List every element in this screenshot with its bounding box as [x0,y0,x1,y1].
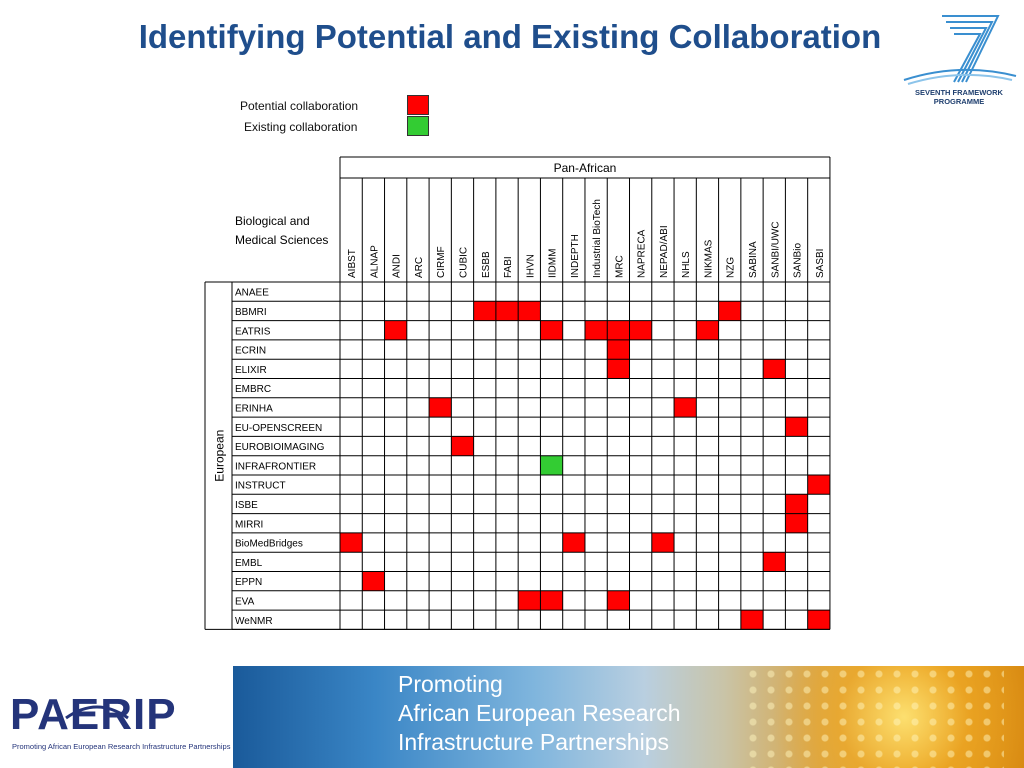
footer-line-3: Infrastructure Partnerships [398,729,670,755]
footer-line-1: Promoting [398,671,503,697]
potential-collaboration-cell [540,590,563,611]
paerip-logo-tagline: Promoting African European Research Infr… [12,742,231,751]
column-header: ALNAP [369,245,380,278]
column-header: MRC [614,255,625,278]
row-label: BBMRI [235,307,267,318]
row-label: EMBL [235,558,263,569]
row-label: EVA [235,596,255,607]
column-header: NZG [726,257,737,278]
row-label: ELIXIR [235,365,267,376]
column-header: NHLS [681,251,692,278]
potential-collaboration-cell [785,494,808,514]
potential-collaboration-cell [807,610,830,630]
corner-label-line1: Biological and [235,214,310,228]
potential-collaboration-cell [607,359,630,379]
row-label: EATRIS [235,326,271,337]
footer-dots-pattern [744,666,1004,768]
potential-collaboration-cell [562,532,585,553]
potential-collaboration-cell [340,532,363,553]
row-group-label: European [213,430,227,482]
potential-collaboration-cell [785,513,808,533]
row-label: ERINHA [235,403,273,414]
footer-line-2: African European Research [398,700,681,726]
potential-collaboration-cell [429,397,452,418]
column-header: SABINA [748,241,759,278]
potential-collaboration-cell [518,590,541,611]
potential-collaboration-cell [629,320,652,340]
existing-collaboration-cell [540,455,563,475]
column-header: CUBIC [458,247,469,278]
column-header: ESBB [481,251,492,278]
potential-collaboration-cell [584,320,608,340]
fp7-text-line1: SEVENTH FRAMEWORK [915,88,1003,97]
column-header: CIRMF [436,246,447,278]
column-header: INDEPTH [570,234,581,278]
row-label: WeNMR [235,616,273,627]
potential-collaboration-cell [607,590,630,611]
legend-potential-swatch [407,95,429,115]
row-label: EPPN [235,577,262,588]
footer-banner [233,666,1024,768]
column-header: NEPAD/ABI [659,225,670,278]
row-label: ANAEE [235,288,269,299]
column-header: SASBI [815,249,826,278]
potential-collaboration-cell [740,610,764,630]
fp7-text-line2: PROGRAMME [933,97,985,106]
column-header: IHVN [525,254,536,278]
potential-collaboration-cell [473,301,496,321]
column-header: Industrial BioTech [592,199,603,278]
potential-collaboration-cell [696,320,719,340]
potential-collaboration-cell [807,475,830,495]
potential-collaboration-cell [674,397,697,418]
row-label: EUROBIOIMAGING [235,442,325,453]
legend-existing-swatch [407,116,429,136]
row-label: ECRIN [235,346,266,357]
potential-collaboration-cell [718,301,741,321]
paerip-logo: PAERIP Promoting African European Resear… [10,690,230,760]
row-label: ISBE [235,500,258,511]
column-header: NIKMAS [703,239,714,278]
collaboration-matrix: Pan-African European Biological and Medical… [204,156,831,630]
potential-collaboration-cell [540,320,563,340]
row-label: BioMedBridges [235,539,303,550]
column-header: FABI [503,256,514,278]
potential-collaboration-cell [763,552,786,572]
row-label: INSTRUCT [235,481,286,492]
corner-label-line2: Medical Sciences [235,233,328,247]
column-header: AIBST [347,249,358,278]
fp7-logo: SEVENTH FRAMEWORK PROGRAMME [900,10,1018,110]
potential-collaboration-cell [495,301,519,321]
column-group-label: Pan-African [554,161,617,175]
row-label: INFRAFRONTIER [235,461,316,472]
column-header: SANBio [793,243,804,278]
column-header: ARC [414,257,425,278]
row-label: MIRRI [235,519,263,530]
legend-existing-label: Existing collaboration [244,120,358,134]
potential-collaboration-cell [362,571,385,591]
footer-glow [724,666,1024,768]
row-label: EMBRC [235,384,271,395]
column-header: SANBI/UWC [770,221,781,278]
paerip-logo-word: PAERIP [10,690,177,739]
column-header: NAPRECA [637,229,648,278]
column-header: IIDMM [548,249,559,278]
potential-collaboration-cell [763,359,786,379]
row-label: EU-OPENSCREEN [235,423,322,434]
potential-collaboration-cell [384,320,407,340]
column-header: ANDI [392,254,403,278]
potential-collaboration-cell [518,301,541,321]
paerip-swoosh-icon [65,705,129,720]
potential-collaboration-cell [651,532,675,553]
potential-collaboration-cell [785,417,808,437]
potential-collaboration-cell [607,320,630,340]
potential-collaboration-cell [607,339,630,360]
legend-potential-label: Potential collaboration [240,99,359,113]
potential-collaboration-cell [451,436,474,456]
fp7-seven-icon [903,15,1017,85]
page-title: Identifying Potential and Existing Colla… [138,18,882,55]
